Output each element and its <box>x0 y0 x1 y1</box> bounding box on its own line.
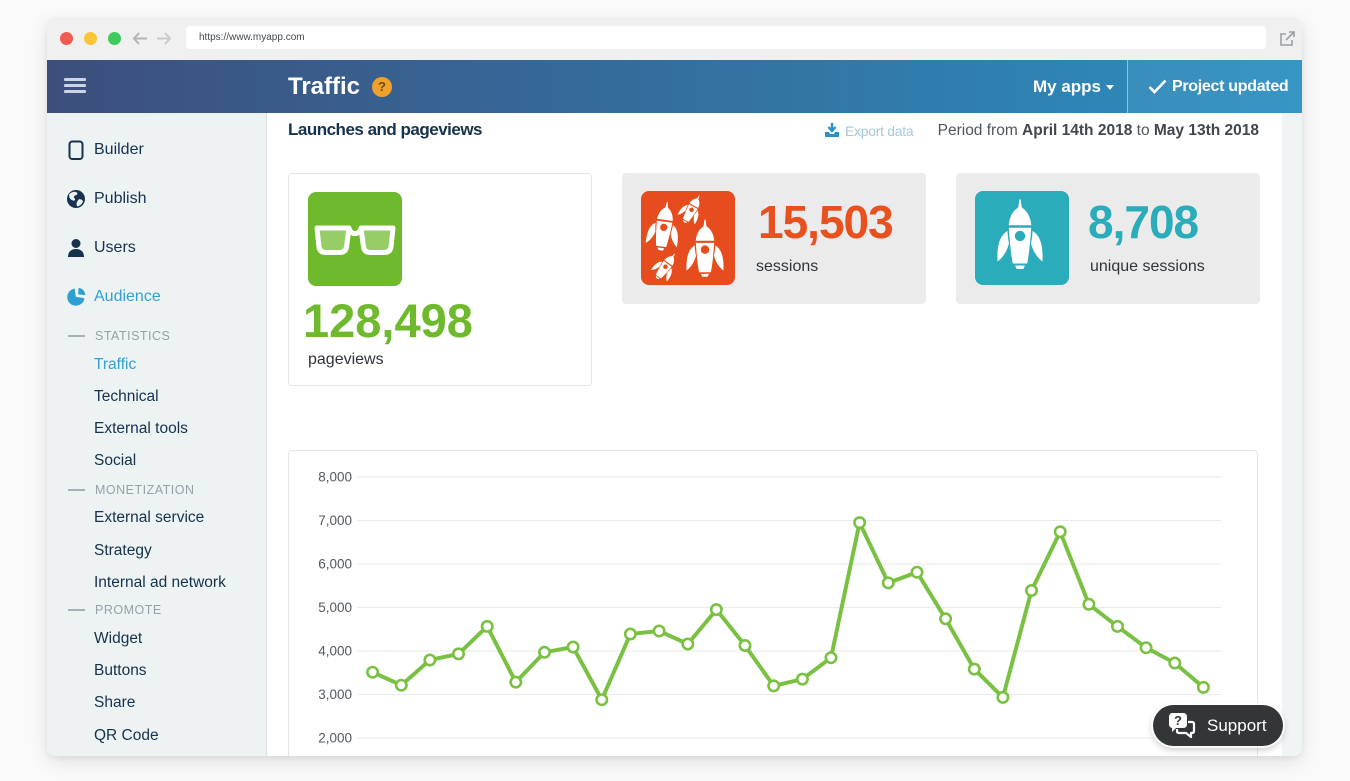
svg-text:2,000: 2,000 <box>318 731 352 746</box>
svg-text:5,000: 5,000 <box>318 600 352 615</box>
svg-text:4,000: 4,000 <box>318 644 352 659</box>
svg-text:7,000: 7,000 <box>318 513 352 528</box>
svg-text:?: ? <box>1174 713 1182 728</box>
svg-text:6,000: 6,000 <box>318 557 352 572</box>
svg-text:8,000: 8,000 <box>318 470 352 485</box>
svg-text:3,000: 3,000 <box>318 687 352 702</box>
